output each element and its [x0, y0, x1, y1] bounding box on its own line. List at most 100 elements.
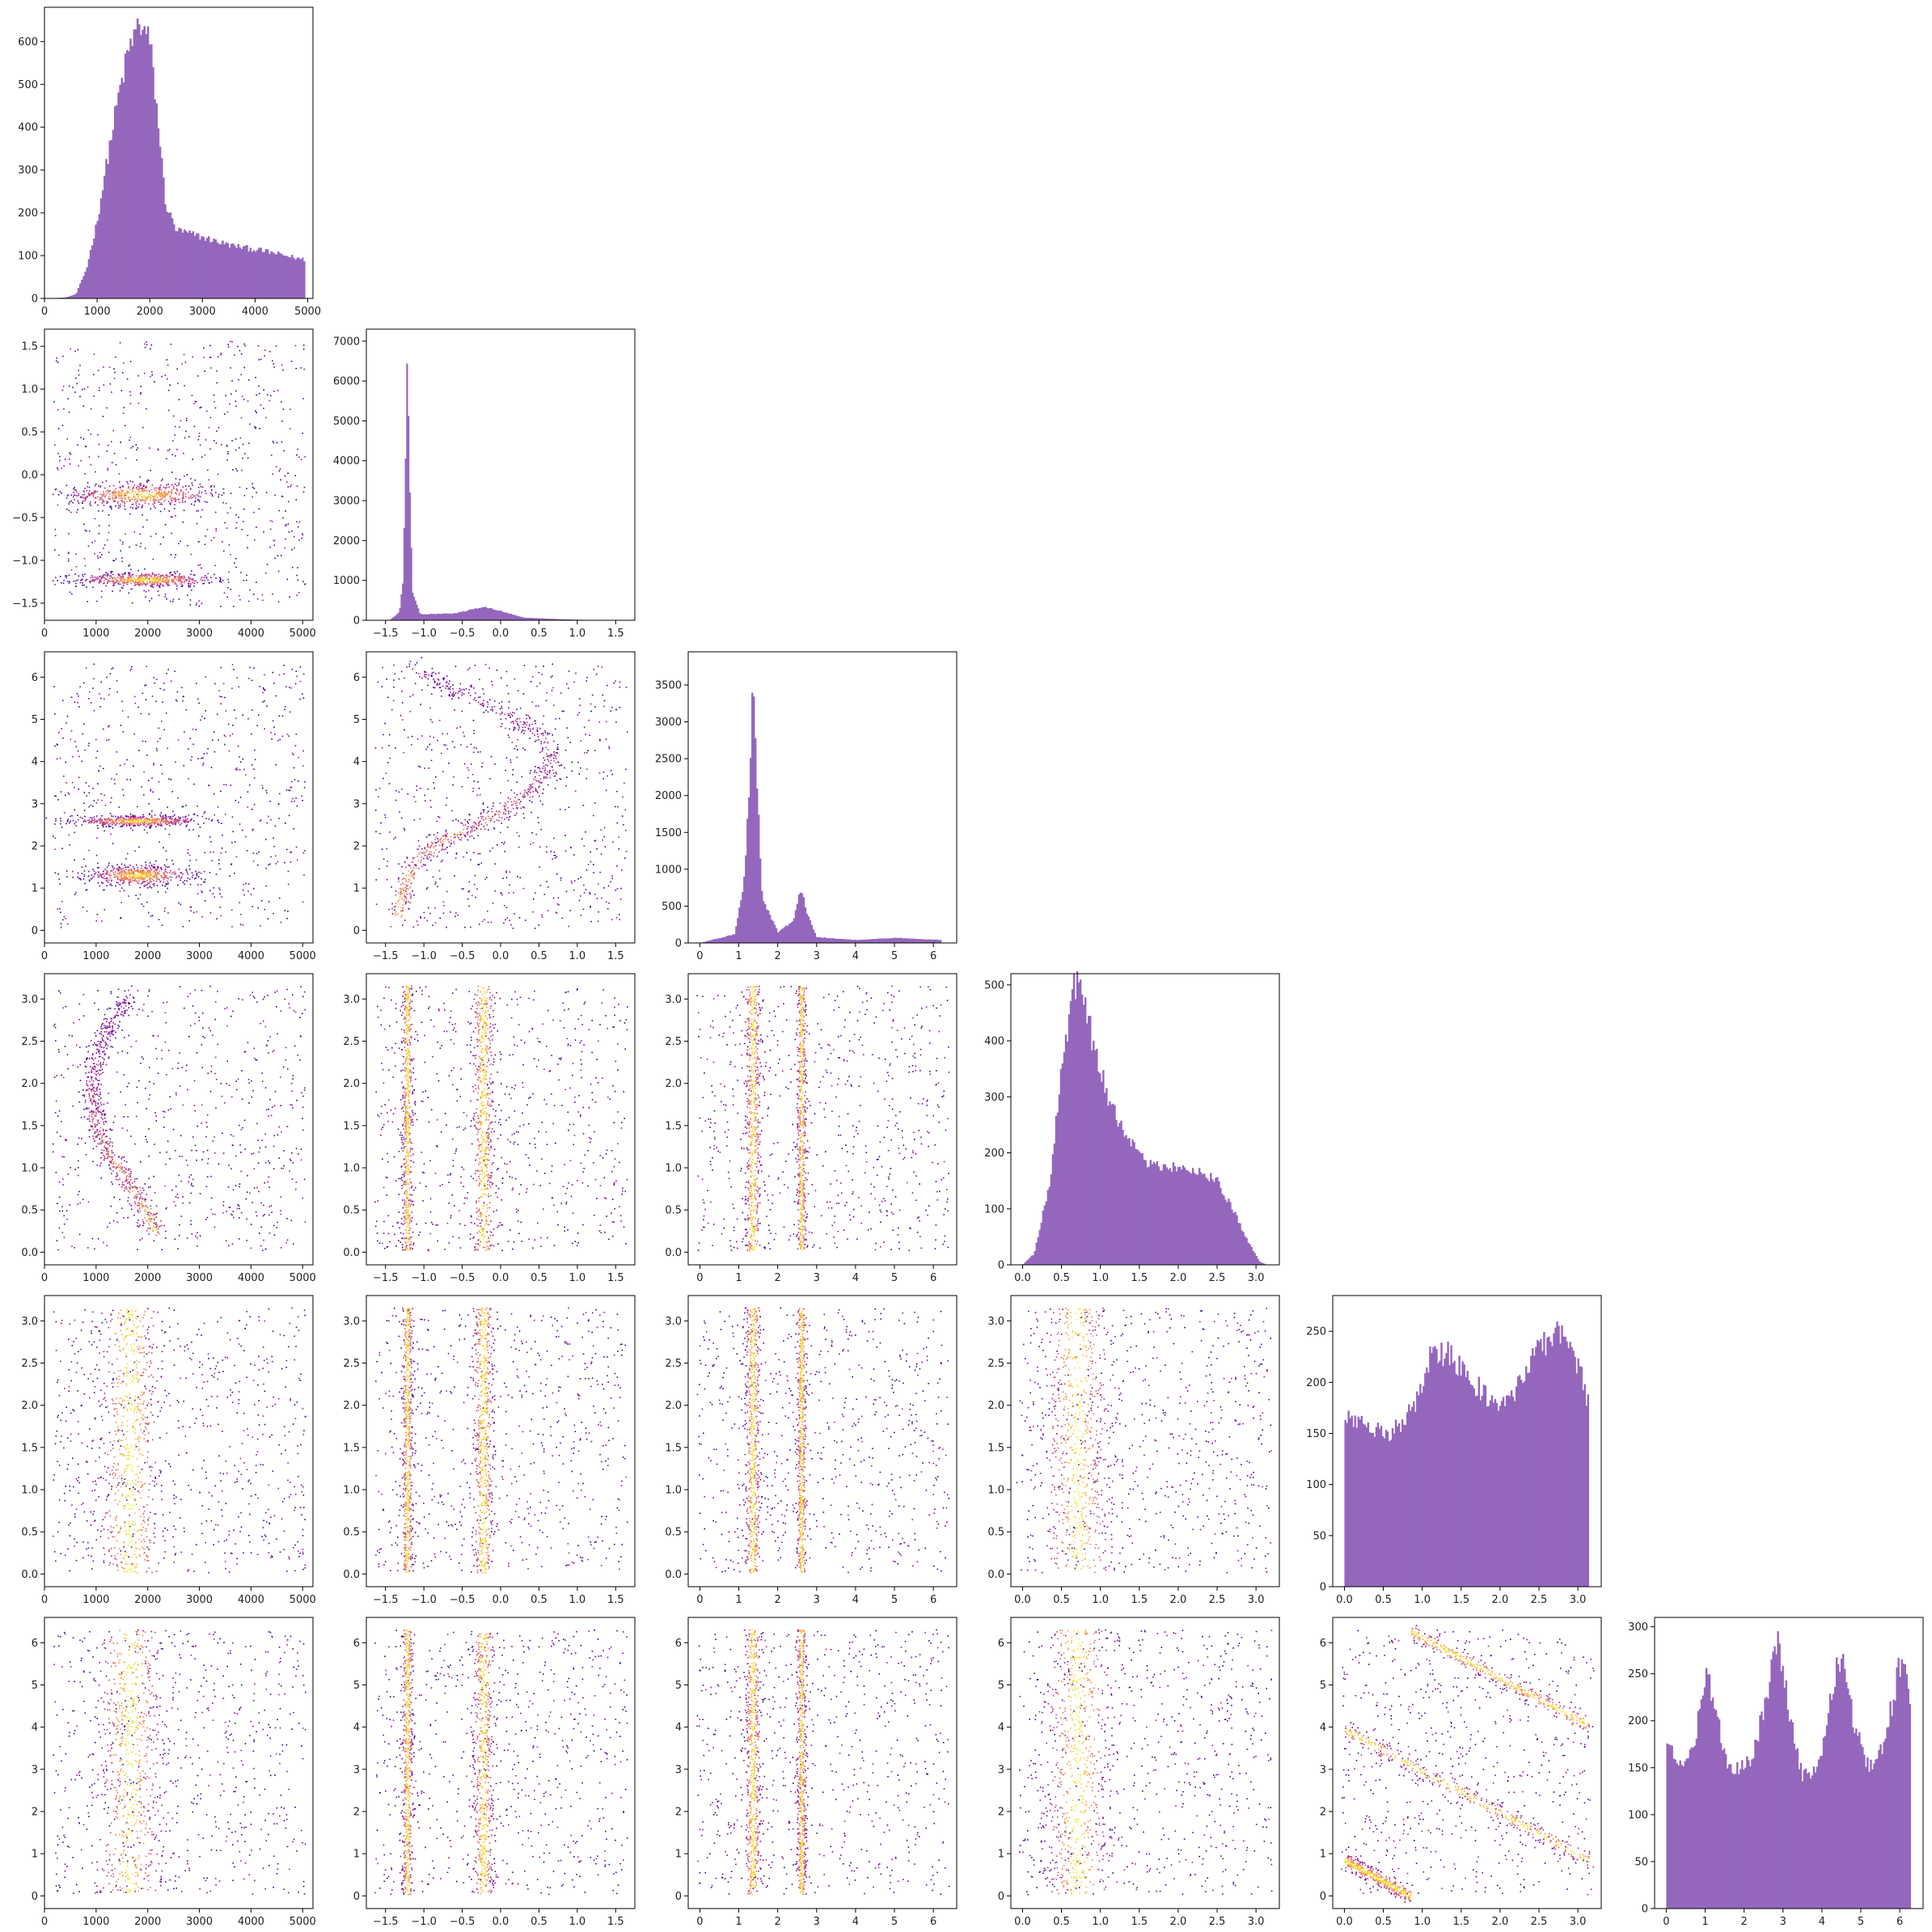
scatter-point — [190, 738, 192, 739]
scatter-point — [120, 918, 121, 919]
scatter-point — [470, 859, 471, 860]
scatter-point — [59, 883, 61, 885]
y-tick-label: 600 — [18, 36, 38, 49]
scatter-point — [91, 493, 92, 495]
scatter-point — [137, 806, 138, 808]
scatter-point — [147, 497, 149, 499]
scatter-point — [474, 884, 476, 886]
scatter-point — [164, 869, 166, 871]
scatter-point — [201, 492, 203, 493]
scatter-point — [608, 886, 610, 887]
scatter-point — [473, 780, 475, 782]
scatter-point — [150, 349, 151, 350]
scatter-point — [207, 579, 209, 581]
scatter-point — [97, 825, 99, 826]
scatter-point — [575, 791, 577, 793]
scatter-point — [429, 736, 431, 738]
scatter-point — [115, 495, 116, 497]
scatter-point — [264, 728, 265, 729]
scatter-point — [79, 396, 81, 398]
scatter-point — [83, 821, 85, 822]
scatter-point — [561, 764, 563, 766]
scatter-point — [137, 870, 139, 872]
scatter-point — [389, 758, 391, 759]
scatter-point — [160, 579, 162, 581]
scatter-point — [238, 746, 239, 747]
scatter-point — [168, 580, 170, 581]
scatter-point — [104, 878, 105, 880]
scatter-point — [175, 762, 176, 763]
scatter-point — [597, 898, 598, 899]
scatter-point — [149, 575, 150, 577]
scatter-point — [602, 778, 604, 780]
scatter-point — [153, 866, 154, 868]
scatter-point — [279, 715, 281, 717]
scatter-point — [161, 721, 163, 722]
scatter-point — [484, 919, 485, 921]
scatter-point — [107, 539, 108, 541]
scatter-point — [467, 828, 468, 830]
scatter-point — [154, 581, 156, 583]
scatter-point — [148, 496, 150, 497]
scatter-point — [70, 816, 71, 818]
scatter-point — [186, 420, 188, 421]
scatter-point — [294, 475, 296, 476]
scatter-point — [564, 810, 566, 811]
scatter-point — [120, 504, 121, 505]
scatter-point — [452, 820, 454, 822]
scatter-point — [403, 752, 404, 754]
scatter-point — [450, 842, 452, 843]
scatter-point — [404, 828, 405, 830]
scatter-point — [171, 516, 173, 518]
scatter-point — [171, 873, 173, 875]
scatter-point — [161, 824, 163, 826]
scatter-point — [137, 582, 139, 584]
scatter-point — [210, 367, 212, 369]
scatter-point — [198, 487, 200, 488]
scatter-point — [519, 917, 521, 919]
scatter-point — [201, 892, 203, 894]
scatter-point — [180, 877, 182, 879]
scatter-point — [191, 504, 192, 505]
scatter-point — [99, 876, 100, 877]
scatter-point — [61, 728, 62, 729]
scatter-point — [167, 484, 169, 485]
scatter-point — [187, 545, 188, 547]
scatter-point — [105, 805, 107, 806]
scatter-point — [97, 750, 99, 752]
scatter-point — [130, 582, 132, 584]
scatter-point — [239, 756, 240, 758]
scatter-point — [235, 514, 237, 516]
scatter-point — [106, 501, 108, 502]
scatter-point — [153, 559, 154, 560]
scatter-point — [584, 892, 586, 894]
scatter-point — [163, 537, 164, 539]
scatter-point — [546, 754, 547, 755]
scatter-point — [547, 886, 549, 888]
scatter-point — [133, 577, 134, 578]
scatter-point — [272, 521, 273, 522]
scatter-point — [198, 877, 200, 878]
scatter-point — [200, 826, 201, 828]
scatter-point — [165, 822, 167, 824]
scatter-point — [467, 898, 469, 900]
scatter-point — [129, 501, 131, 502]
scatter-point — [121, 581, 123, 582]
scatter-point — [179, 877, 180, 878]
scatter-point — [157, 872, 159, 873]
scatter-point — [229, 750, 230, 752]
scatter-point — [73, 488, 74, 490]
scatter-point — [133, 825, 135, 826]
scatter-point — [116, 864, 118, 865]
scatter-point — [505, 919, 506, 921]
scatter-point — [190, 496, 192, 497]
scatter-point — [623, 824, 624, 826]
scatter-point — [414, 819, 416, 821]
scatter-point — [556, 718, 557, 720]
scatter-point — [144, 344, 146, 345]
scatter-point — [154, 818, 156, 820]
scatter-point — [530, 797, 531, 798]
scatter-point — [202, 509, 204, 511]
scatter-point — [107, 874, 108, 876]
scatter-point — [405, 890, 407, 892]
